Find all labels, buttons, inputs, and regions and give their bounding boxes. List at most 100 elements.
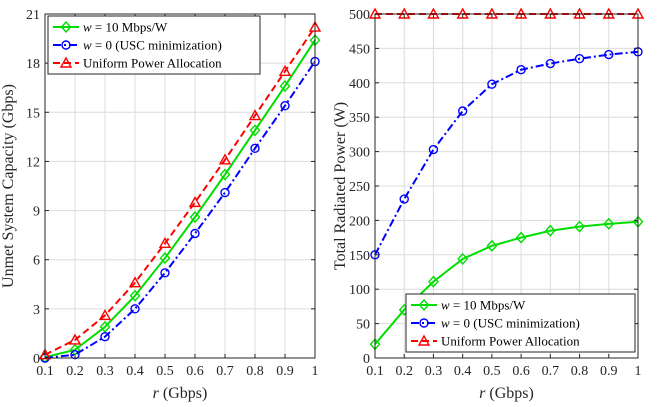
legend-entry-text: = 0 (USC minimization) — [92, 38, 222, 53]
x-axis-label: r (Gbps) — [153, 385, 208, 402]
y-tick-label: 15 — [26, 106, 40, 121]
x-tick-label: 1 — [312, 364, 319, 379]
triangle-marker — [158, 236, 172, 249]
legend-entry: Uniform Power Allocation — [441, 334, 580, 349]
circle-marker — [160, 268, 170, 278]
x-tick-label: 0.1 — [366, 364, 384, 379]
diamond-marker — [129, 289, 141, 302]
diamond-marker — [279, 80, 291, 93]
legend: w = 10 Mbps/W w = 0 (USC minimization) Uni… — [405, 293, 636, 353]
circle-marker — [574, 54, 585, 64]
x-tick-label: 1 — [635, 364, 642, 379]
y-tick-label: 6 — [33, 254, 40, 269]
series-2 — [38, 20, 322, 360]
x-axis-label-var: r — [153, 385, 160, 402]
circle-marker — [130, 304, 140, 314]
circle-marker — [280, 101, 290, 111]
y-tick-label: 200 — [349, 214, 370, 229]
diamond-marker — [486, 239, 498, 252]
legend-entry: w = 10 Mbps/W — [441, 298, 526, 313]
x-tick-label: 0.8 — [571, 364, 589, 379]
y-tick-label: 0 — [363, 352, 370, 367]
axes-box — [44, 13, 316, 359]
triangle-marker — [128, 276, 142, 288]
circle-marker — [61, 40, 71, 50]
diamond-marker — [189, 211, 201, 224]
y-tick-label: 3 — [33, 303, 40, 318]
x-axis-label-unit: (Gbps) — [159, 385, 207, 402]
diamond-marker — [418, 298, 430, 312]
series-line — [374, 50, 639, 256]
circle-marker — [250, 143, 260, 154]
legend-entry-var: w — [83, 38, 92, 53]
x-tick-label: 0.3 — [425, 364, 443, 379]
series-line — [44, 60, 316, 359]
y-axis-label: Total Radiated Power (W) — [332, 102, 349, 270]
diamond-marker — [544, 224, 556, 237]
x-axis-label-unit: (Gbps) — [485, 385, 533, 402]
x-tick-label: 0.7 — [542, 364, 560, 379]
legend-box — [405, 293, 636, 353]
legend-box — [47, 15, 261, 75]
legend-entry-text: Uniform Power Allocation — [83, 56, 222, 71]
y-tick-label: 250 — [349, 180, 370, 195]
legend-entry-var: w — [441, 316, 450, 331]
circle-marker — [457, 106, 468, 116]
diamond-marker — [515, 231, 527, 244]
y-tick-label: 450 — [349, 42, 370, 57]
diamond-marker — [60, 20, 72, 34]
diamond-marker — [249, 124, 261, 137]
diamond-marker — [603, 217, 615, 230]
triangle-marker — [218, 153, 232, 165]
triangle-marker — [98, 308, 112, 321]
triangle-marker — [188, 195, 202, 208]
circle-marker — [399, 194, 409, 204]
x-tick-label: 0.2 — [66, 364, 84, 379]
circle-marker — [545, 58, 556, 69]
legend-entry-text: = 10 Mbps/W — [450, 298, 526, 313]
circle-marker — [604, 49, 614, 60]
y-tick-label: 0 — [33, 352, 40, 367]
diamond-marker — [99, 320, 111, 333]
x-tick-label: 0.4 — [126, 364, 144, 379]
circle-marker — [190, 228, 200, 239]
diamond-marker — [159, 252, 171, 265]
legend-entry-var: w — [83, 20, 92, 35]
x-tick-label: 0.9 — [600, 364, 618, 379]
legend-entry: w = 10 Mbps/W — [83, 20, 168, 35]
y-tick-label: 12 — [26, 155, 40, 170]
circle-marker — [419, 318, 429, 328]
circle-marker — [70, 350, 80, 360]
x-tick-label: 0.7 — [216, 364, 234, 379]
circle-marker — [220, 187, 230, 198]
y-tick-label: 18 — [26, 57, 40, 72]
y-tick-label: 9 — [33, 205, 40, 220]
triangle-marker — [417, 334, 431, 346]
legend-entry-text: = 0 (USC minimization) — [450, 316, 580, 331]
diamond-marker — [219, 168, 231, 181]
legend-entry-text: Uniform Power Allocation — [441, 334, 580, 349]
diamond-marker — [428, 275, 439, 288]
y-tick-label: 400 — [349, 77, 370, 92]
x-axis-label-var: r — [479, 385, 486, 402]
legend-entry: w = 0 (USC minimization) — [441, 316, 580, 331]
series-1 — [370, 47, 643, 260]
diamond-marker — [574, 220, 585, 233]
y-tick-label: 300 — [349, 146, 370, 161]
x-tick-label: 0.6 — [512, 364, 530, 379]
triangle-marker — [59, 56, 73, 68]
y-tick-label: 150 — [349, 249, 370, 264]
x-tick-label: 0.2 — [395, 364, 413, 379]
x-tick-label: 0.8 — [246, 364, 264, 379]
triangle-marker — [248, 109, 262, 121]
x-tick-label: 0.3 — [96, 364, 114, 379]
circle-marker — [428, 144, 439, 155]
legend-entry: Uniform Power Allocation — [83, 56, 222, 71]
circle-marker — [516, 65, 526, 75]
x-tick-label: 0.1 — [36, 364, 54, 379]
power-chart: 0.1 0.2 0.3 0.4 0.5 0.6 0.7 0.8 0.9 1 0 50 100 150 200… — [332, 7, 645, 402]
circle-marker — [487, 79, 497, 89]
y-tick-label: 100 — [349, 283, 370, 298]
x-tick-label: 0.9 — [276, 364, 294, 379]
